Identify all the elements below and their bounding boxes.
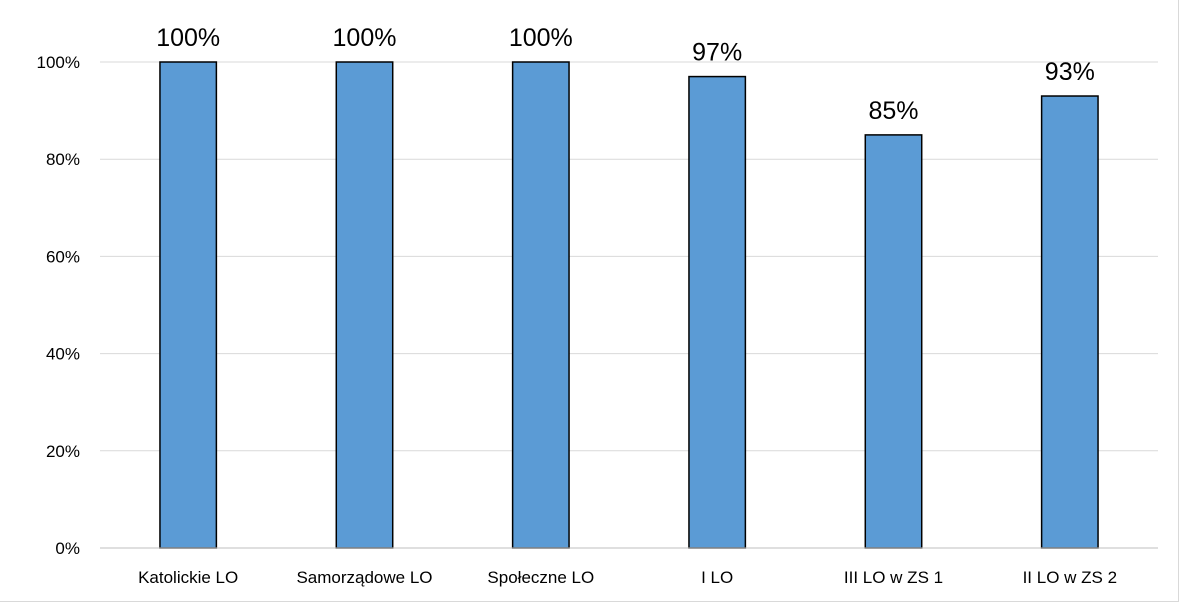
bar [1040,95,1099,549]
x-category-label: Społeczne LO [487,568,594,587]
data-label: 100% [333,24,397,52]
bar [335,61,394,549]
x-category-label: Samorządowe LO [296,568,432,587]
bar [511,61,570,549]
data-label: 97% [692,39,742,67]
x-category-label: III LO w ZS 1 [844,568,943,587]
x-category-label: I LO [701,568,733,587]
x-category-label: II LO w ZS 2 [1023,568,1117,587]
bar [688,75,747,549]
bars [159,61,1099,549]
data-label: 100% [509,24,573,52]
data-label: 85% [868,97,918,125]
x-category-label: Katolickie LO [138,568,238,587]
bar [864,134,923,549]
y-tick-label: 60% [46,247,80,266]
y-tick-label: 100% [37,53,80,72]
bar [159,61,218,549]
gridlines [100,61,1158,452]
y-tick-label: 0% [55,539,80,558]
y-tick-label: 80% [46,150,80,169]
labels: 0% 20% 40% 60% 80% 100% 100% Katolickie LO 100% S… [37,24,1118,587]
data-label: 93% [1045,58,1095,86]
y-tick-label: 20% [46,442,80,461]
data-label: 100% [156,24,220,52]
y-tick-label: 40% [46,345,80,364]
